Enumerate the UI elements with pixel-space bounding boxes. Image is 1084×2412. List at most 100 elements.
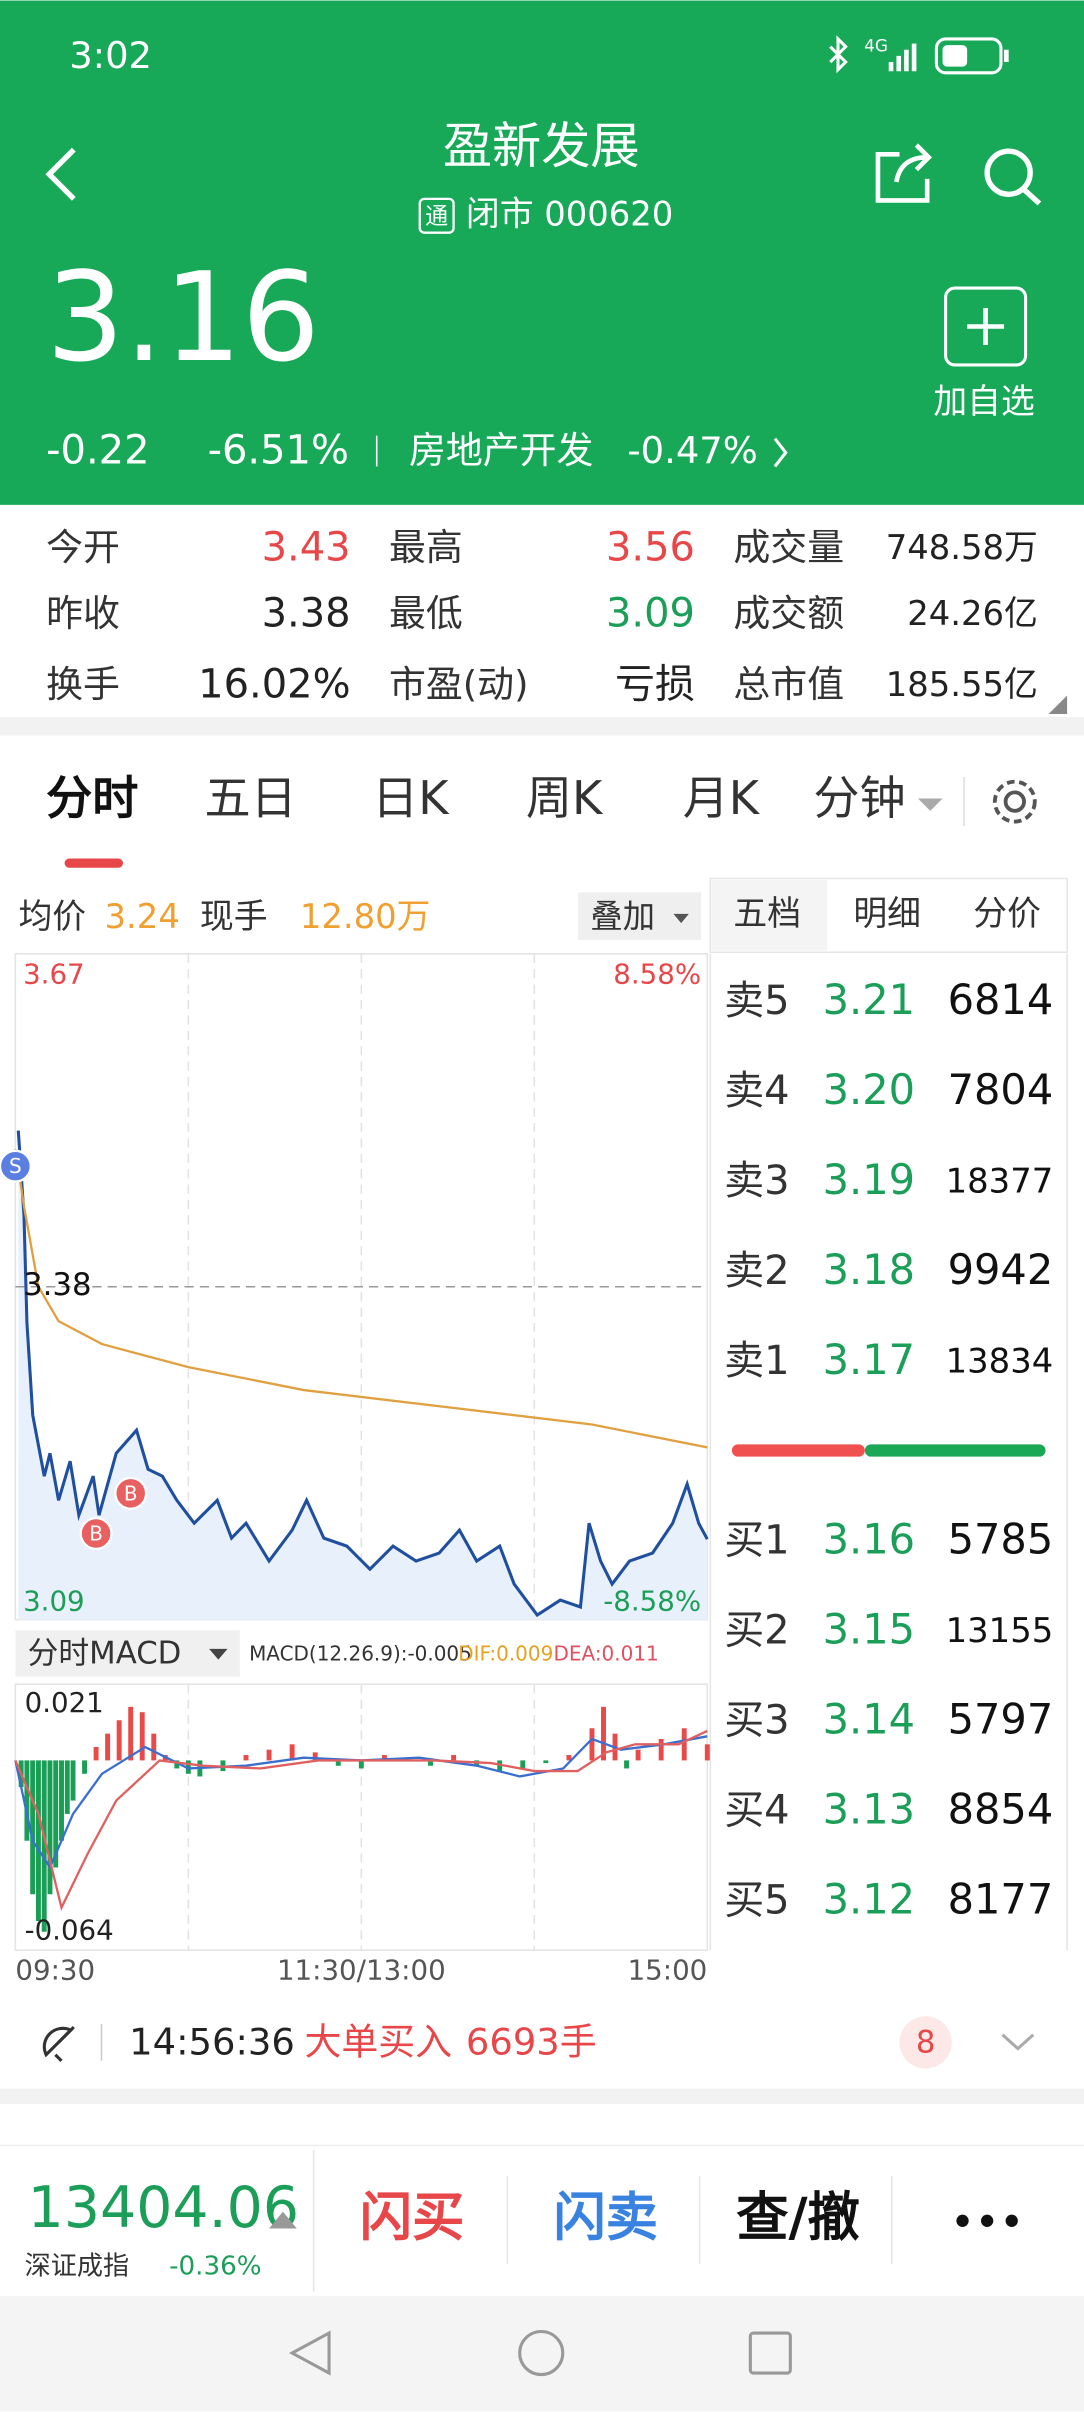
book-price: 3.21 xyxy=(823,975,915,1024)
back-button[interactable] xyxy=(45,147,76,201)
book-volume: 8177 xyxy=(948,1875,1054,1924)
tab[interactable]: 五日 xyxy=(204,771,296,825)
stat-value: 3.38 xyxy=(262,591,351,637)
book-tab[interactable]: 明细 xyxy=(853,894,921,933)
stat-label: 总市值 xyxy=(733,663,844,706)
overlay-label[interactable]: 叠加 xyxy=(590,897,655,935)
stat-label: 换手 xyxy=(46,663,120,706)
book-price: 3.12 xyxy=(823,1875,915,1924)
tab[interactable]: 分时 xyxy=(46,771,138,825)
tab-caret xyxy=(917,798,943,811)
change: -0.22 xyxy=(46,428,149,474)
sector[interactable]: 房地产开发 xyxy=(409,429,593,472)
macd-bar xyxy=(601,1706,606,1761)
y-tick-label: 3.09 xyxy=(23,1585,85,1618)
expand-corner[interactable] xyxy=(1048,695,1068,714)
book-tab[interactable]: 五档 xyxy=(733,894,801,933)
stat-value: 748.58万 xyxy=(886,528,1038,567)
y2-tick-label: 8.58% xyxy=(613,957,701,990)
book-label: 卖1 xyxy=(724,1338,789,1384)
nav-back[interactable] xyxy=(288,2330,331,2376)
tab[interactable]: 分钟 xyxy=(813,771,905,825)
trade-marker-label: B xyxy=(124,1481,138,1505)
flash-buy[interactable]: 闪买 xyxy=(360,2187,465,2248)
more-button[interactable] xyxy=(956,2214,1018,2227)
separator xyxy=(0,717,1084,736)
macd-bar xyxy=(266,1749,272,1761)
query-cancel[interactable]: 查/撤 xyxy=(736,2187,860,2248)
book-price: 3.20 xyxy=(823,1065,915,1114)
index-name[interactable]: 深证成指 xyxy=(25,2251,130,2281)
ticker-time: 14:56:36 xyxy=(129,2020,295,2063)
macd-bar xyxy=(289,1744,295,1761)
ticker-count[interactable]: 8 xyxy=(916,2024,936,2060)
nav-home[interactable] xyxy=(518,2329,565,2377)
macd-params: MACD(12.26.9):-0.005 xyxy=(249,1641,472,1665)
book-label: 卖2 xyxy=(724,1248,789,1294)
sector-change: -0.47% xyxy=(627,429,758,472)
search-button[interactable] xyxy=(984,148,1042,206)
book-price: 3.14 xyxy=(823,1695,915,1744)
share-button[interactable] xyxy=(875,143,932,203)
stat-label: 市盈(动) xyxy=(389,663,528,706)
stat-value: 24.26亿 xyxy=(907,594,1038,633)
book-volume: 6814 xyxy=(948,975,1054,1024)
current-volume: 12.80万 xyxy=(300,897,431,936)
book-tab-active xyxy=(711,880,828,951)
book-volume: 5785 xyxy=(948,1515,1054,1564)
book-volume: 18377 xyxy=(946,1161,1054,1200)
macd-bar xyxy=(105,1733,111,1761)
tab[interactable]: 日K xyxy=(372,771,450,825)
y-tick-label: 3.38 xyxy=(23,1267,91,1303)
add-watch-button[interactable] xyxy=(944,286,1028,367)
alert-icon xyxy=(42,2025,75,2062)
book-volume: 9942 xyxy=(948,1245,1054,1294)
macd-title[interactable]: 分时MACD xyxy=(28,1635,182,1671)
book-price: 3.17 xyxy=(823,1335,915,1384)
book-label: 买1 xyxy=(724,1518,789,1564)
macd-selector[interactable] xyxy=(15,1630,240,1677)
ticker-badge[interactable] xyxy=(899,2016,952,2069)
macd-bar xyxy=(47,1760,53,1895)
tab[interactable]: 月K xyxy=(683,771,761,825)
network-label: 4G xyxy=(864,36,888,56)
book-label: 买5 xyxy=(724,1878,789,1924)
macd-bar xyxy=(151,1733,157,1761)
macd-bar xyxy=(635,1749,641,1761)
trade-marker xyxy=(0,1149,32,1183)
tab-indicator xyxy=(64,858,124,868)
macd-bar xyxy=(451,1755,457,1761)
tab[interactable]: 周K xyxy=(526,771,604,825)
x-tick-label: 15:00 xyxy=(628,1954,708,1987)
add-watch-label[interactable]: 加自选 xyxy=(933,382,1034,421)
stat-value: 亏损 xyxy=(615,661,695,707)
price-area xyxy=(18,1130,708,1620)
macd-bar xyxy=(174,1760,180,1769)
book-tab[interactable]: 分价 xyxy=(973,894,1041,933)
macd-bar xyxy=(82,1760,88,1774)
macd-bar xyxy=(312,1752,318,1761)
book-price: 3.15 xyxy=(823,1605,915,1654)
price-chart: 3.09 3.38 3.67 -8.58% 8.58% S BB xyxy=(0,953,709,1621)
dea-line xyxy=(14,1729,708,1911)
settings-button[interactable] xyxy=(992,779,1037,824)
sector-chevron[interactable] xyxy=(773,437,788,468)
avg-price: 3.24 xyxy=(105,897,180,936)
flash-sell[interactable]: 闪卖 xyxy=(554,2187,659,2248)
stat-label: 成交额 xyxy=(733,592,844,635)
ticker-expand[interactable] xyxy=(1001,2033,1035,2051)
index-arrow xyxy=(269,2211,297,2229)
index-value[interactable]: 13404.06 xyxy=(28,2175,299,2241)
y-tick-label: -0.064 xyxy=(25,1914,114,1947)
stat-label: 今开 xyxy=(46,526,120,569)
macd-bar xyxy=(543,1760,549,1764)
nav-recent[interactable] xyxy=(748,2331,792,2375)
change-pct: -6.51% xyxy=(208,428,349,474)
stat-value: 3.43 xyxy=(262,524,351,570)
dif-label: DIF:0.009 xyxy=(458,1641,553,1665)
macd-bar xyxy=(381,1755,387,1761)
macd-bar xyxy=(243,1755,249,1761)
macd-bar xyxy=(624,1760,630,1769)
